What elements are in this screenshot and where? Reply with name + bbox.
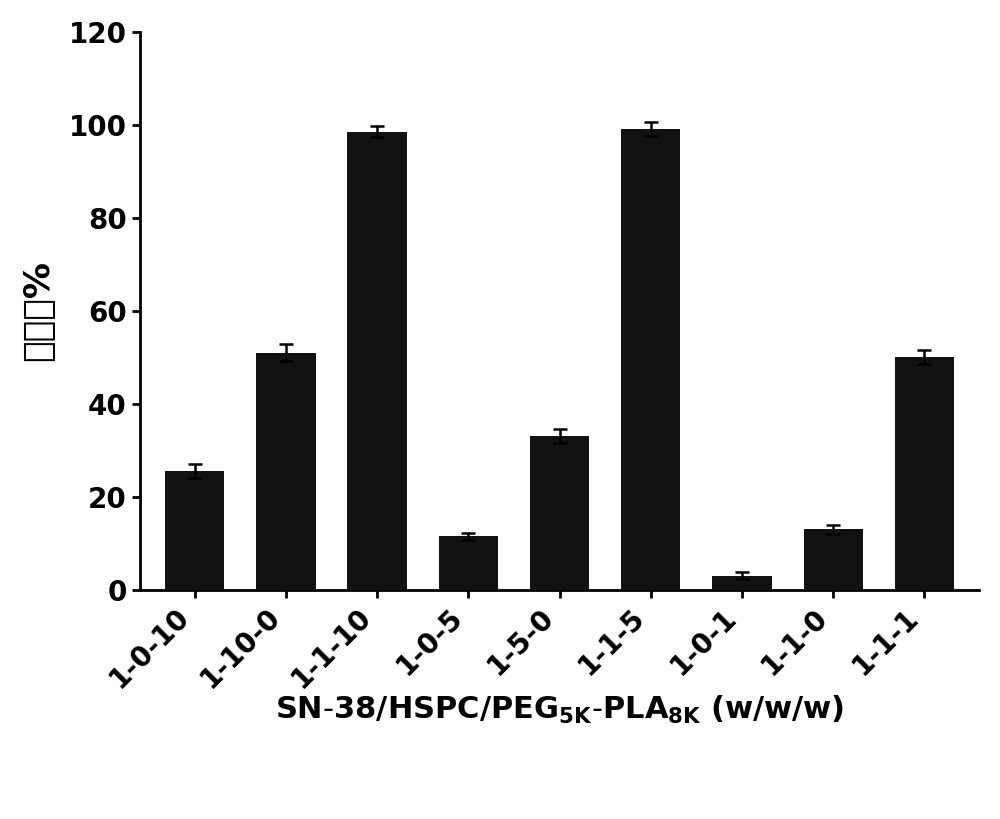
Bar	[712, 576, 772, 590]
Bar	[165, 471, 224, 590]
Text: $\mathbf{SN\text{-}38/HSPC/PEG_{5K}\text{-}PLA_{8K}\ (w/w/w)}$: $\mathbf{SN\text{-}38/HSPC/PEG_{5K}\text…	[275, 694, 844, 726]
Bar	[530, 437, 589, 590]
Bar	[256, 353, 316, 590]
Bar	[804, 529, 863, 590]
Bar	[895, 357, 954, 590]
Bar	[347, 132, 407, 590]
Y-axis label: 包封率%: 包封率%	[21, 260, 55, 361]
Bar	[621, 129, 680, 590]
Bar	[439, 536, 498, 590]
